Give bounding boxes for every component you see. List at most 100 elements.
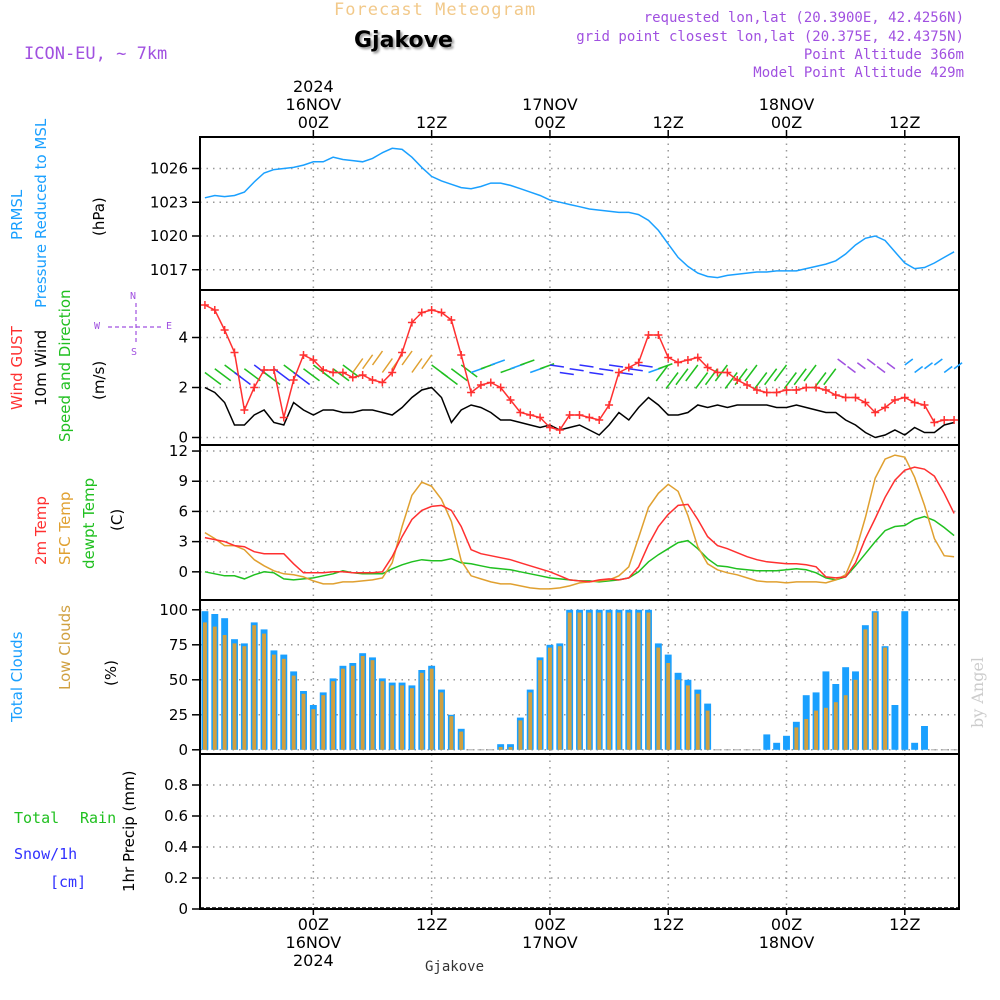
low-cloud-bar [350, 665, 355, 750]
low-cloud-bar [370, 660, 375, 750]
low-cloud-bar [301, 693, 306, 750]
compass-n: N [130, 291, 137, 302]
wind-direction-arrow [943, 365, 953, 374]
total-cloud-bar [911, 742, 919, 750]
wind-gust-line-marker [289, 376, 298, 384]
wind-gust-line-marker [654, 331, 663, 339]
compass-e: E [166, 321, 173, 332]
sfc-temp-line [204, 454, 955, 590]
wind-direction-arrow [450, 368, 468, 382]
bottom-year-label: 2024 [293, 951, 334, 970]
wind-direction-arrow [303, 368, 320, 382]
low-cloud-bar [508, 747, 513, 750]
y-tick-label: 2 [178, 379, 188, 397]
wind-gust-line-marker [723, 368, 732, 377]
low-cloud-bar [843, 695, 848, 750]
cm-label: [cm] [50, 873, 87, 891]
top-time-label: 00Z [298, 113, 329, 132]
rain-label: Rain [80, 809, 117, 827]
wind-direction-arrow [204, 371, 222, 386]
top-date-label: 18NOV [759, 95, 815, 114]
top-time-label: 12Z [889, 113, 920, 132]
wind-gust-line-marker [900, 393, 909, 402]
y-tick-label: 0.2 [164, 869, 188, 887]
wind-gust-line-marker [644, 331, 653, 339]
wind-direction-arrow [234, 371, 251, 386]
wind-direction-arrow [401, 350, 413, 366]
low-cloud-bar [262, 633, 267, 750]
wind-gust-line-marker [506, 396, 515, 404]
bottom-time-label: 00Z [534, 915, 565, 934]
low-cloud-bar [597, 612, 602, 750]
wind-gust-line-marker [575, 411, 584, 419]
low-cloud-bar [814, 710, 819, 750]
low-cloud-bar [429, 668, 434, 750]
low-cloud-bar [242, 646, 247, 750]
wind-gust-line-marker [427, 306, 436, 314]
y-tick-label: 1020 [150, 227, 188, 245]
y-tick-label: 9 [178, 472, 188, 490]
low-cloud-bar [646, 612, 651, 750]
wind-direction-arrow [764, 368, 778, 386]
wind-gust-line-marker [555, 426, 564, 434]
wind-gust-line-marker [467, 388, 476, 397]
wind-direction-arrow [352, 358, 364, 373]
wind-gust-line-marker [782, 386, 791, 394]
wind-direction-arrow [214, 368, 232, 382]
low-cloud-bar [498, 747, 503, 750]
top-year-label: 2024 [293, 77, 334, 96]
wind-gust-line-marker [713, 368, 722, 377]
wind-gust-line-marker [417, 308, 426, 317]
y-tick-label: 3 [178, 533, 188, 551]
wind-gust-line-marker [762, 388, 771, 397]
low-cloud-bar [291, 675, 296, 750]
wind-gust-line-marker [930, 418, 939, 427]
wind-gust-line-marker [299, 351, 308, 359]
y-tick-label: 75 [169, 636, 188, 654]
wind-direction-arrow [866, 358, 876, 366]
y-tick-label: 0 [178, 429, 188, 447]
wind-gust-line-marker [358, 371, 367, 379]
low-cloud-bar [676, 679, 681, 750]
wind-gust-line-marker [683, 356, 692, 364]
wind-gust-line-marker [772, 388, 781, 397]
low-cloud-bar [222, 635, 227, 750]
faint-title: Forecast Meteogram [334, 0, 537, 20]
wind-direction-arrow [658, 363, 673, 370]
wind-direction-arrow [322, 371, 340, 386]
wind-gust-line-marker [309, 356, 318, 364]
wind-gust-line-marker [841, 393, 850, 402]
model-altitude: Model Point Altitude 429m [753, 65, 964, 81]
wind-direction-arrow [847, 365, 856, 374]
low-cloud-bar [577, 612, 582, 750]
low-cloud-bar [804, 719, 809, 750]
low-cloud-bar [607, 612, 612, 750]
wind-direction-arrow [332, 368, 350, 382]
low-cloud-bar [321, 695, 326, 750]
y-tick-label: 1026 [150, 160, 188, 178]
low-cloud-bar [340, 668, 345, 750]
wind-direction-arrow [953, 362, 963, 370]
low-cloud-bar [863, 629, 868, 750]
wind-direction-arrow [837, 358, 847, 366]
wind-gust-line-marker [319, 366, 328, 374]
top-date-label: 17NOV [522, 95, 578, 114]
top-time-label: 12Z [653, 113, 684, 132]
wind-gust-line-marker [890, 396, 899, 404]
low-cloud-bar [409, 688, 414, 750]
wind-gust-line-marker [693, 353, 702, 362]
wind-gust-line-marker [476, 381, 485, 389]
y-tick-label: 100 [159, 601, 188, 619]
wind-direction-arrow [569, 368, 584, 372]
wind-direction-arrow [773, 364, 788, 382]
wind-gust-line-marker [861, 398, 870, 407]
wind-direction-arrow [411, 358, 423, 373]
low-cloud-bar [685, 685, 690, 750]
y-tick-label: 1017 [150, 261, 188, 279]
wind-gust-line-marker [447, 316, 456, 324]
y-tick-label: 4 [178, 329, 188, 347]
low-cloud-bar [636, 612, 641, 750]
low-cloud-bar [833, 702, 838, 750]
wind-gust-line-marker [536, 413, 545, 422]
wind-gust-line-marker [831, 391, 840, 399]
